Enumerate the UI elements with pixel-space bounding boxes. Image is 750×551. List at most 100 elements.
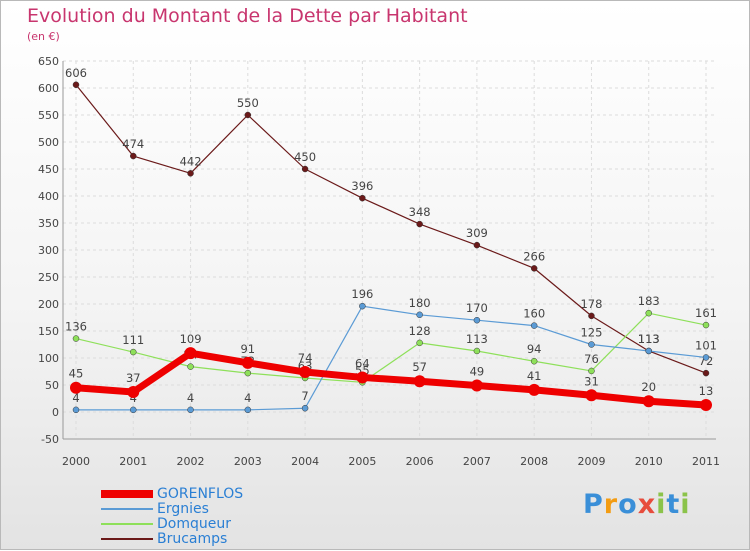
data-point-gorenflos bbox=[700, 398, 712, 411]
data-label-brucamps: 348 bbox=[409, 205, 431, 219]
data-point-brucamps bbox=[702, 369, 710, 377]
data-label-ergnies: 4 bbox=[72, 391, 79, 405]
data-label-domqueur: 161 bbox=[695, 306, 717, 320]
chart-subtitle: (en €) bbox=[27, 30, 60, 43]
data-label-domqueur: 113 bbox=[466, 332, 488, 346]
data-label-ergnies: 101 bbox=[695, 338, 717, 352]
chart-title: Evolution du Montant de la Dette par Hab… bbox=[27, 5, 468, 27]
data-label-ergnies: 180 bbox=[409, 296, 431, 310]
x-tick-label: 2011 bbox=[692, 455, 720, 468]
data-point-ergnies bbox=[187, 406, 194, 414]
data-label-gorenflos: 91 bbox=[240, 342, 255, 356]
data-point-brucamps bbox=[588, 312, 595, 320]
legend-swatch-ergnies bbox=[101, 508, 153, 510]
data-point-ergnies bbox=[702, 354, 710, 361]
data-label-brucamps: 442 bbox=[180, 154, 202, 168]
x-tick-label: 2002 bbox=[177, 455, 205, 468]
y-tick-label: 250 bbox=[38, 271, 59, 284]
y-tick-label: -50 bbox=[41, 433, 59, 446]
logo-letter: t bbox=[666, 489, 681, 520]
data-label-domqueur: 128 bbox=[409, 324, 431, 338]
data-point-gorenflos bbox=[184, 347, 197, 360]
data-label-domqueur: 183 bbox=[638, 294, 660, 308]
y-tick-label: 650 bbox=[38, 55, 59, 68]
data-point-gorenflos bbox=[70, 381, 82, 394]
y-tick-label: 500 bbox=[38, 136, 59, 149]
data-label-ergnies: 125 bbox=[580, 326, 602, 340]
data-point-domqueur bbox=[588, 367, 595, 375]
data-point-ergnies bbox=[473, 316, 481, 324]
legend-label: Domqueur bbox=[157, 516, 231, 532]
legend-label: GORENFLOS bbox=[157, 486, 244, 502]
series-line-brucamps bbox=[75, 84, 707, 374]
x-tick-label: 2003 bbox=[234, 455, 262, 468]
data-label-ergnies: 160 bbox=[523, 307, 545, 321]
x-tick-label: 2008 bbox=[520, 455, 548, 468]
data-point-ergnies bbox=[416, 311, 423, 319]
data-label-gorenflos: 37 bbox=[126, 371, 141, 385]
y-tick-label: 450 bbox=[38, 163, 59, 176]
data-point-ergnies bbox=[244, 406, 252, 414]
data-label-brucamps: 113 bbox=[638, 332, 660, 346]
data-point-domqueur bbox=[702, 321, 710, 329]
x-tick-label: 2005 bbox=[348, 455, 376, 468]
logo-letter: i bbox=[656, 489, 667, 520]
data-label-domqueur: 76 bbox=[584, 352, 599, 366]
y-tick-label: 350 bbox=[38, 217, 59, 230]
data-label-brucamps: 550 bbox=[237, 96, 259, 110]
data-point-brucamps bbox=[244, 111, 252, 119]
data-point-domqueur bbox=[244, 369, 252, 377]
y-tick-label: 150 bbox=[38, 325, 59, 338]
data-point-gorenflos bbox=[642, 395, 655, 408]
data-label-gorenflos: 74 bbox=[298, 351, 313, 365]
data-label-brucamps: 266 bbox=[523, 249, 545, 263]
data-point-brucamps bbox=[359, 194, 366, 202]
data-label-ergnies: 7 bbox=[301, 389, 308, 403]
data-point-ergnies bbox=[530, 322, 538, 329]
series-line-gorenflos bbox=[75, 349, 707, 409]
data-label-brucamps: 396 bbox=[351, 179, 373, 193]
data-point-gorenflos bbox=[585, 389, 598, 402]
data-point-ergnies bbox=[301, 404, 309, 412]
data-point-gorenflos bbox=[356, 371, 369, 384]
data-point-domqueur bbox=[530, 357, 538, 365]
series-line-ergnies bbox=[76, 305, 707, 411]
x-tick-label: 2001 bbox=[119, 455, 147, 468]
logo-letter: i bbox=[680, 489, 691, 520]
data-point-domqueur bbox=[416, 339, 423, 347]
y-tick-label: 0 bbox=[52, 406, 59, 419]
logo-letter: r bbox=[603, 489, 619, 520]
logo-letter: o bbox=[618, 489, 638, 520]
data-point-domqueur bbox=[645, 309, 652, 317]
data-point-gorenflos bbox=[528, 383, 541, 396]
data-label-domqueur: 94 bbox=[527, 342, 542, 356]
legend-label: Brucamps bbox=[157, 531, 228, 547]
data-label-gorenflos: 45 bbox=[69, 367, 84, 381]
data-label-gorenflos: 31 bbox=[584, 374, 599, 388]
data-point-brucamps bbox=[301, 165, 309, 173]
x-tick-label: 2007 bbox=[463, 455, 491, 468]
y-tick-label: 300 bbox=[38, 244, 59, 257]
proxiti-logo: Proxiti bbox=[583, 489, 691, 520]
data-label-ergnies: 113 bbox=[638, 332, 660, 346]
legend-swatch-domqueur bbox=[101, 523, 153, 525]
data-point-ergnies bbox=[359, 302, 366, 310]
x-tick-label: 2009 bbox=[577, 455, 605, 468]
data-label-gorenflos: 41 bbox=[527, 369, 542, 383]
legend-label: Ergnies bbox=[157, 501, 209, 517]
y-tick-label: 400 bbox=[38, 190, 59, 203]
x-tick-label: 2010 bbox=[635, 455, 663, 468]
y-tick-label: 200 bbox=[38, 298, 59, 311]
data-point-brucamps bbox=[530, 265, 538, 272]
data-point-ergnies bbox=[130, 406, 137, 414]
data-label-ergnies: 196 bbox=[351, 287, 373, 301]
logo-letter: P bbox=[583, 489, 604, 520]
data-point-ergnies bbox=[72, 406, 80, 414]
data-point-gorenflos bbox=[127, 386, 140, 399]
data-point-gorenflos bbox=[413, 375, 426, 388]
data-label-gorenflos: 64 bbox=[355, 356, 370, 370]
x-tick-label: 2004 bbox=[291, 455, 319, 468]
data-point-brucamps bbox=[187, 170, 194, 177]
